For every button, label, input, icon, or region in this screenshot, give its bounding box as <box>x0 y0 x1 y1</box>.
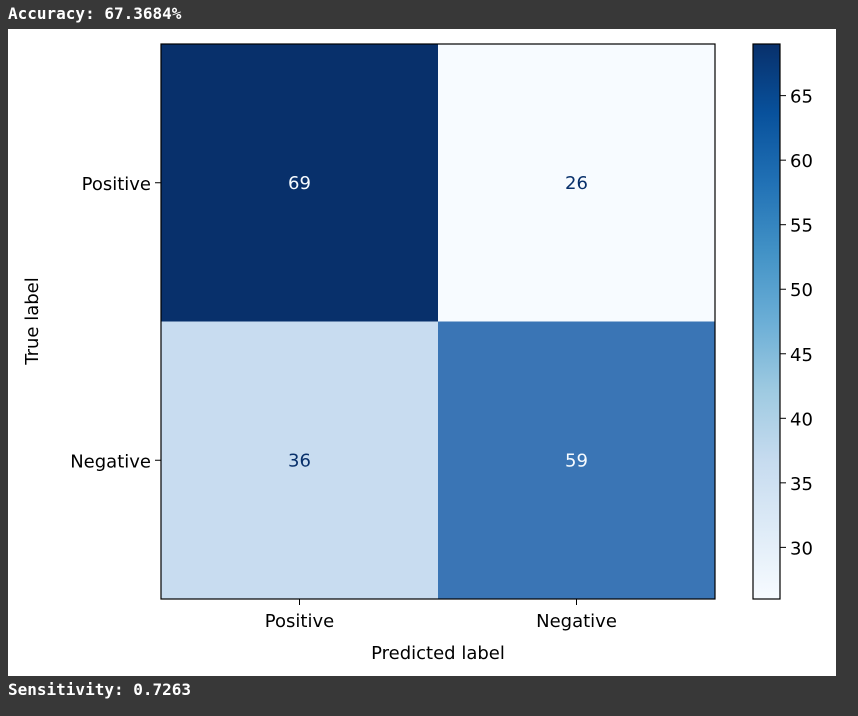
colorbar-tick-label: 60 <box>790 151 813 172</box>
matrix-cell <box>438 44 715 322</box>
colorbar-tick-label: 30 <box>790 538 813 559</box>
y-axis-label: True label <box>22 277 43 366</box>
matrix-cell-value: 59 <box>565 450 588 471</box>
x-tick-label: Negative <box>536 611 617 632</box>
colorbar-tick-label: 35 <box>790 474 813 495</box>
colorbar-tick-label: 45 <box>790 345 813 366</box>
accuracy-output: Accuracy: 67.3684% <box>8 4 182 23</box>
x-tick-label: Positive <box>265 611 334 632</box>
confusion-matrix-chart: 69 26 36 59 Positive Negative Positive Negati… <box>22 43 813 664</box>
colorbar-frame <box>752 43 781 600</box>
matrix-cell <box>161 321 438 599</box>
colorbar-tick-label: 50 <box>790 280 813 301</box>
matrix-cell-value: 69 <box>288 173 311 194</box>
y-tick-label: Positive <box>82 174 151 195</box>
sensitivity-output: Sensitivity: 0.7263 <box>8 680 192 699</box>
matrix-cell-value: 36 <box>288 450 311 471</box>
confusion-matrix-figure: 69 26 36 59 Positive Negative Positive Negati… <box>8 29 836 676</box>
x-axis-label: Predicted label <box>371 643 505 664</box>
plot-frame <box>160 43 716 600</box>
colorbar-tick-label: 65 <box>790 87 813 108</box>
colorbar <box>753 44 780 599</box>
matrix-cell <box>161 44 438 322</box>
colorbar-tick-label: 40 <box>790 409 813 430</box>
y-tick-label: Negative <box>70 451 151 472</box>
matrix-cell <box>438 321 715 599</box>
matrix-cell-value: 26 <box>565 173 588 194</box>
colorbar-tick-label: 55 <box>790 216 813 237</box>
